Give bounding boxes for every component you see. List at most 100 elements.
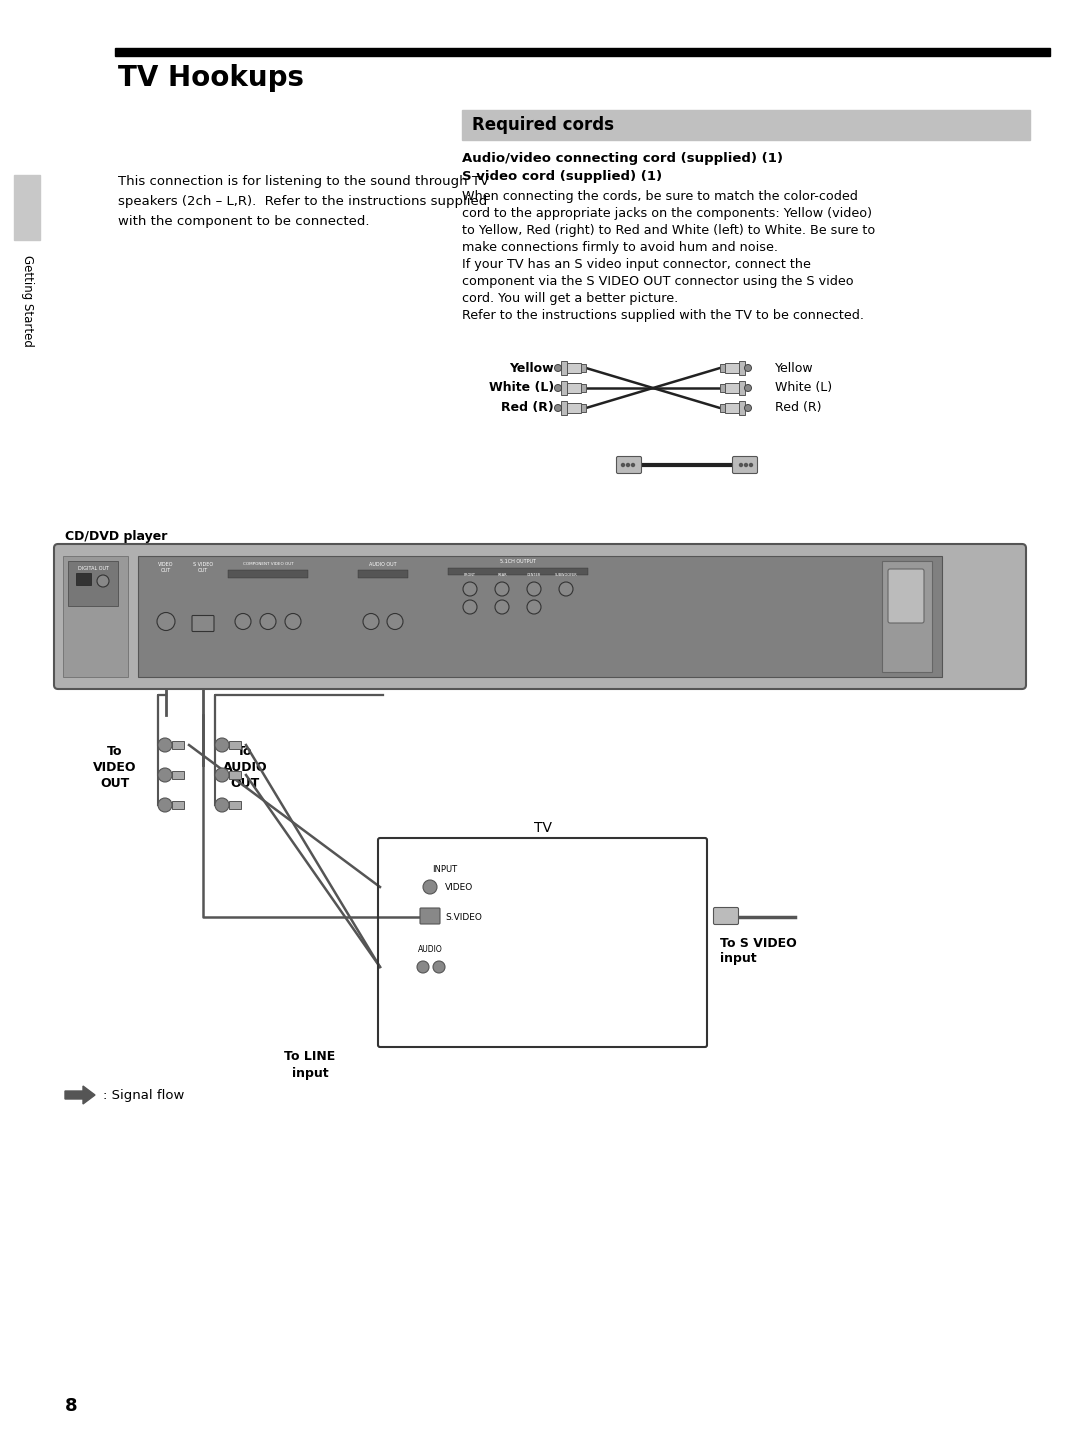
- Circle shape: [285, 614, 301, 630]
- FancyBboxPatch shape: [888, 569, 924, 623]
- Bar: [561, 362, 567, 375]
- Text: 8: 8: [65, 1396, 78, 1415]
- Text: cord to the appropriate jacks on the components: Yellow (video): cord to the appropriate jacks on the com…: [462, 208, 872, 220]
- Circle shape: [260, 614, 276, 630]
- Bar: [725, 363, 739, 373]
- Bar: [567, 403, 581, 414]
- Circle shape: [417, 961, 429, 973]
- Circle shape: [215, 738, 229, 752]
- Circle shape: [554, 405, 562, 412]
- Bar: [76, 574, 91, 585]
- Circle shape: [626, 464, 630, 467]
- FancyBboxPatch shape: [54, 545, 1026, 689]
- Text: TV Hookups: TV Hookups: [118, 63, 303, 92]
- Bar: [720, 365, 725, 372]
- Text: FRONT: FRONT: [464, 574, 476, 576]
- Bar: [720, 403, 725, 412]
- Circle shape: [744, 405, 752, 412]
- Circle shape: [744, 385, 752, 392]
- Bar: [14, 174, 40, 241]
- Circle shape: [158, 768, 172, 782]
- Bar: [357, 571, 408, 578]
- Bar: [882, 561, 932, 672]
- Bar: [561, 401, 567, 415]
- Text: VIDEO
OUT: VIDEO OUT: [159, 562, 174, 574]
- Text: speakers (2ch – L,R).  Refer to the instructions supplied: speakers (2ch – L,R). Refer to the instr…: [118, 195, 487, 208]
- FancyBboxPatch shape: [617, 457, 642, 474]
- Bar: [229, 801, 241, 808]
- Circle shape: [632, 464, 635, 467]
- Text: To
AUDIO
OUT: To AUDIO OUT: [222, 745, 268, 790]
- Circle shape: [97, 575, 109, 586]
- Text: S.VIDEO: S.VIDEO: [445, 912, 482, 921]
- Circle shape: [463, 599, 477, 614]
- Circle shape: [744, 365, 752, 372]
- Circle shape: [744, 464, 747, 467]
- Text: AUDIO: AUDIO: [418, 945, 443, 954]
- Circle shape: [554, 385, 562, 392]
- Text: S video cord (supplied) (1): S video cord (supplied) (1): [462, 170, 662, 183]
- Text: To LINE
input: To LINE input: [284, 1050, 336, 1079]
- Text: Required cords: Required cords: [472, 115, 615, 134]
- Circle shape: [235, 614, 251, 630]
- Circle shape: [157, 612, 175, 631]
- Circle shape: [740, 464, 743, 467]
- Bar: [228, 571, 308, 578]
- Circle shape: [215, 798, 229, 811]
- Text: COMPONENT VIDEO OUT: COMPONENT VIDEO OUT: [243, 562, 294, 566]
- Bar: [725, 383, 739, 393]
- Circle shape: [495, 582, 509, 597]
- Text: Yellow: Yellow: [510, 362, 554, 375]
- Text: If your TV has an S video input connector, connect the: If your TV has an S video input connecto…: [462, 258, 811, 271]
- Circle shape: [215, 768, 229, 782]
- Text: DIGITAL OUT: DIGITAL OUT: [78, 566, 108, 571]
- Bar: [581, 403, 586, 412]
- Text: White (L): White (L): [775, 382, 832, 395]
- Circle shape: [621, 464, 624, 467]
- Text: To S VIDEO OUT: To S VIDEO OUT: [460, 661, 559, 674]
- Circle shape: [527, 582, 541, 597]
- Text: White (L): White (L): [489, 382, 554, 395]
- Circle shape: [527, 599, 541, 614]
- Text: To
VIDEO
OUT: To VIDEO OUT: [93, 745, 137, 790]
- Text: : Signal flow: : Signal flow: [103, 1088, 185, 1101]
- FancyBboxPatch shape: [192, 615, 214, 631]
- Circle shape: [363, 614, 379, 630]
- Text: TV: TV: [534, 821, 552, 834]
- Bar: [229, 771, 241, 780]
- Text: Getting Started: Getting Started: [21, 255, 33, 347]
- Bar: [725, 403, 739, 414]
- Bar: [68, 561, 118, 607]
- Bar: [63, 556, 129, 677]
- Text: to Yellow, Red (right) to Red and White (left) to White. Be sure to: to Yellow, Red (right) to Red and White …: [462, 223, 875, 236]
- Text: cord. You will get a better picture.: cord. You will get a better picture.: [462, 293, 678, 305]
- Text: CD/DVD player: CD/DVD player: [65, 530, 167, 543]
- Circle shape: [750, 464, 753, 467]
- Bar: [739, 401, 745, 415]
- Bar: [720, 383, 725, 392]
- Text: INPUT: INPUT: [432, 865, 458, 875]
- Circle shape: [387, 614, 403, 630]
- Bar: [739, 362, 745, 375]
- Text: Red (R): Red (R): [501, 402, 554, 415]
- Text: To S VIDEO
input: To S VIDEO input: [720, 937, 797, 965]
- Bar: [739, 380, 745, 395]
- Circle shape: [495, 599, 509, 614]
- Circle shape: [554, 365, 562, 372]
- Bar: [172, 771, 184, 780]
- Text: AUDIO OUT: AUDIO OUT: [369, 562, 396, 566]
- Text: SUBWOOFER: SUBWOOFER: [555, 574, 578, 576]
- Bar: [567, 363, 581, 373]
- Text: Refer to the instructions supplied with the TV to be connected.: Refer to the instructions supplied with …: [462, 308, 864, 321]
- Bar: [581, 365, 586, 372]
- Bar: [448, 568, 588, 575]
- Text: To an AC outlet: To an AC outlet: [860, 661, 955, 674]
- Circle shape: [158, 738, 172, 752]
- Bar: [172, 801, 184, 808]
- Polygon shape: [65, 1087, 95, 1104]
- Bar: [229, 741, 241, 749]
- Circle shape: [423, 880, 437, 893]
- FancyBboxPatch shape: [714, 908, 739, 925]
- Text: Red (R): Red (R): [775, 402, 822, 415]
- Circle shape: [433, 961, 445, 973]
